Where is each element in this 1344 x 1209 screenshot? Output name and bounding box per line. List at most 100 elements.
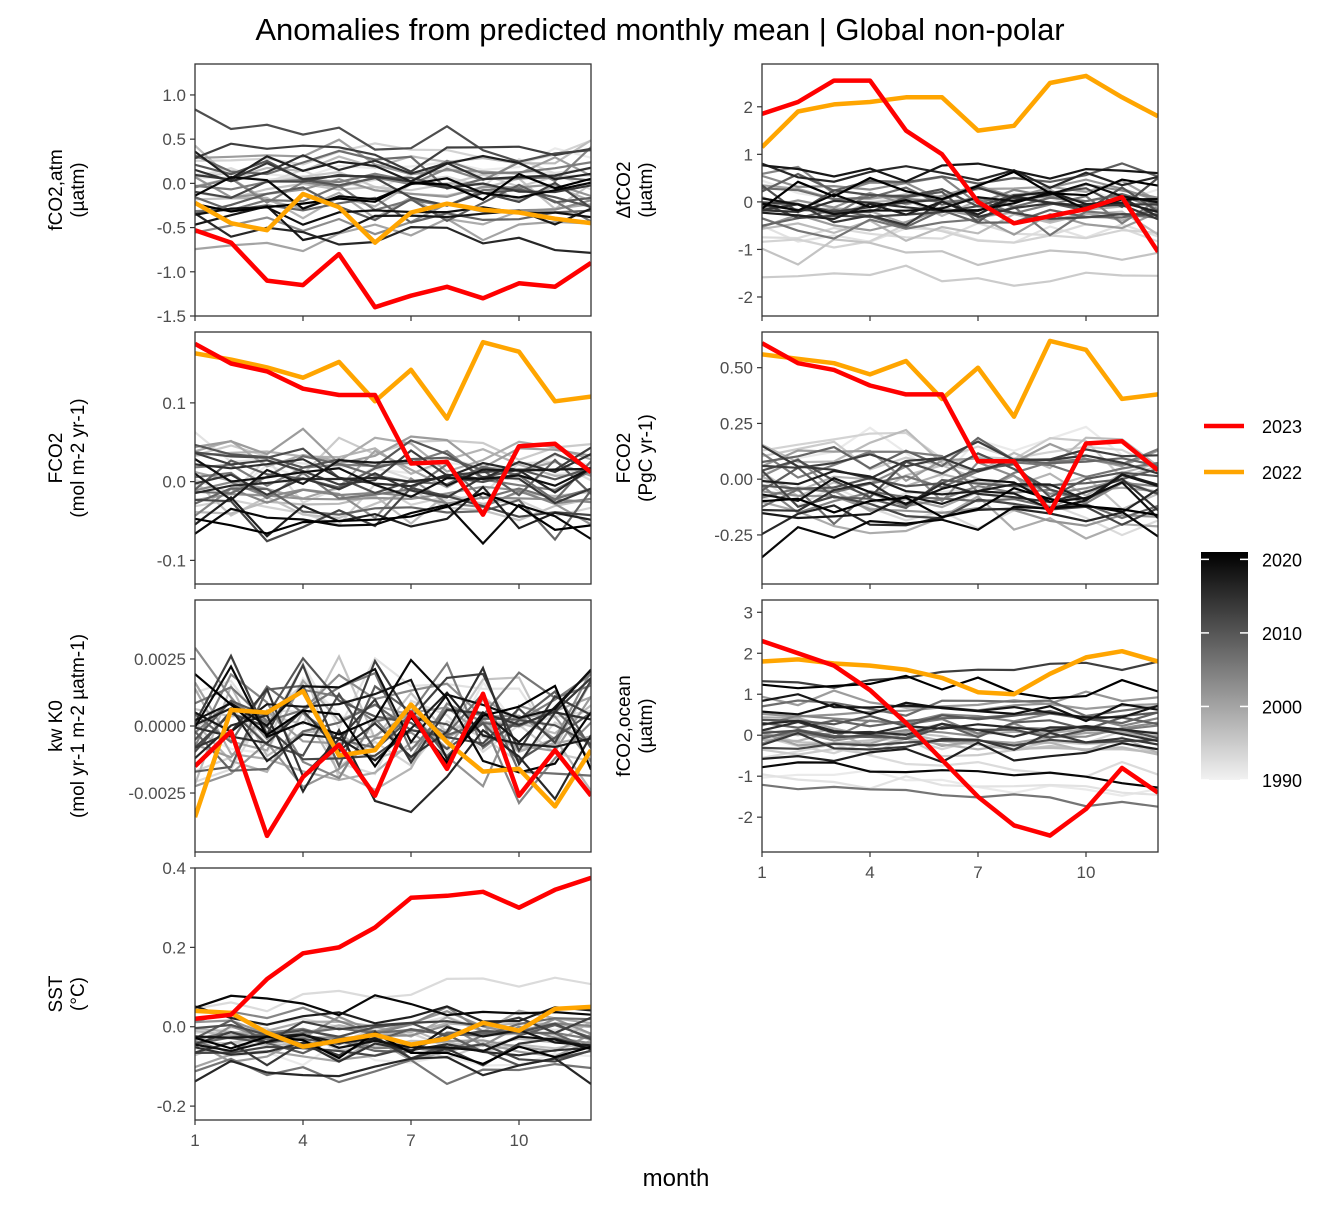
plot-area [195, 108, 591, 310]
y-tick-label: 0.0 [162, 174, 186, 193]
colorbar-label-2000: 2000 [1262, 697, 1302, 717]
series-line-1995 [762, 436, 1158, 479]
plot-area [195, 339, 591, 546]
series-line-2006 [195, 1057, 591, 1086]
series-line-2011 [762, 725, 1158, 741]
y-tick-label: 0.0000 [134, 717, 186, 736]
series-line-2021 [195, 1031, 591, 1066]
y-tick-label: -1.5 [157, 307, 186, 326]
series-line-2017 [195, 691, 591, 763]
series-line-2014 [195, 161, 591, 194]
series-line-2021 [195, 491, 591, 535]
y-tick-label: 0.1 [162, 394, 186, 413]
series-line-2016 [195, 713, 591, 814]
series-line-2022 [762, 73, 1158, 149]
series-line-2005 [762, 448, 1158, 494]
series-line-2019 [762, 476, 1158, 519]
series-line-2019 [762, 701, 1158, 723]
series-line-2023 [195, 228, 591, 310]
colorbar-label-2010: 2010 [1262, 624, 1302, 644]
series-line-2013 [762, 440, 1158, 469]
y-tick-label: 0 [744, 726, 753, 745]
series-line-2015 [762, 477, 1158, 512]
series-line-2018 [195, 669, 591, 762]
y-axis-label-line: (PgC yr-1) [636, 414, 657, 502]
legend: 2023 2022 2020 2010 2000 1990 [1201, 417, 1302, 791]
y-tick-label: 0.0 [162, 473, 186, 492]
x-tick-label: 7 [406, 1131, 415, 1150]
panel-FCO2_area: -0.1 0.0 0.1 FCO2(mol m-2 yr-1) [46, 331, 592, 589]
y-axis-label-line: fCO2,atm [46, 149, 67, 230]
y-axis-label: fCO2,ocean(µatm) [614, 675, 657, 776]
y-axis-label-line: (µatm) [636, 162, 657, 217]
series-line-2022 [762, 338, 1158, 419]
y-tick-label: 2 [744, 98, 753, 117]
series-line-2015 [195, 453, 591, 488]
y-axis-label-line: (µatm) [68, 162, 89, 217]
x-tick-label: 1 [190, 1131, 199, 1150]
series-line-1997 [195, 139, 591, 180]
series-line-2017 [762, 190, 1158, 221]
plot-area [762, 638, 1158, 838]
series-line-2023 [195, 875, 591, 1022]
y-axis-label-line: FCO2 [46, 433, 67, 484]
series-line-1994 [762, 223, 1158, 249]
colorbar [1201, 552, 1248, 780]
series-line-2003 [762, 721, 1158, 745]
y-tick-label: 0.00 [720, 470, 753, 489]
y-tick-label: -1 [738, 240, 753, 259]
y-tick-label: 0.2 [162, 938, 186, 957]
series-line-2001 [762, 208, 1158, 236]
y-axis-label-line: kw K0 [46, 700, 67, 752]
y-tick-label: 0.0025 [134, 650, 186, 669]
colorbar-label-1990: 1990 [1262, 771, 1302, 791]
plot-area [195, 647, 591, 839]
y-tick-label: 0.0 [162, 1018, 186, 1037]
series-line-1998 [762, 730, 1158, 754]
series-line-2013 [195, 1016, 591, 1046]
y-axis-label: kw K0(mol yr-1 m-2 µatm-1) [46, 634, 89, 818]
series-line-2014 [762, 444, 1158, 480]
panel-fCO2_atm: -1.5 -1.0 -0.5 0.0 0.5 1.0 fCO2,atm(µatm) [46, 63, 592, 326]
series-line-2018 [195, 459, 591, 502]
panel-SST: -0.2 0.0 0.2 0.4 1 4 7 10 SST(°C) [46, 859, 592, 1150]
series-line-1995 [762, 736, 1158, 758]
series-line-2014 [195, 472, 591, 505]
chart-title: Anomalies from predicted monthly mean | … [255, 12, 1064, 47]
y-tick-label: -0.0025 [128, 784, 186, 803]
series-line-2012 [195, 173, 591, 209]
series-line-2020 [195, 658, 591, 774]
plot-area [762, 338, 1158, 559]
legend-label-2023: 2023 [1262, 417, 1302, 437]
series-line-2020 [762, 761, 1158, 789]
series-line-2022 [195, 688, 591, 818]
series-line-1999 [195, 436, 591, 473]
series-line-2023 [762, 78, 1158, 254]
y-tick-label: 0 [744, 193, 753, 212]
series-line-2015 [195, 1041, 591, 1063]
y-tick-label: 3 [744, 603, 753, 622]
series-line-2010 [762, 463, 1158, 499]
series-line-1996 [762, 238, 1158, 267]
y-axis-label-line: SST [46, 975, 67, 1012]
y-tick-label: 1 [744, 685, 753, 704]
series-line-2016 [762, 719, 1158, 735]
series-line-2019 [195, 667, 591, 745]
series-line-2023 [195, 691, 591, 839]
series-line-2020 [195, 994, 591, 1017]
y-axis-label-line: (mol yr-1 m-2 µatm-1) [68, 634, 89, 818]
y-axis-label-line: fCO2,ocean [614, 675, 635, 776]
series-line-1999 [762, 495, 1158, 540]
panel-border [194, 867, 592, 1121]
y-axis-label: FCO2(PgC yr-1) [614, 414, 657, 502]
series-line-2014 [195, 677, 591, 779]
series-line-2009 [195, 183, 591, 223]
x-tick-label: 7 [973, 863, 982, 882]
series-line-2017 [762, 741, 1158, 764]
colorbar-label-2020: 2020 [1262, 550, 1302, 570]
series-line-2018 [195, 1026, 591, 1054]
y-tick-label: -2 [738, 808, 753, 827]
series-line-2016 [195, 1055, 591, 1085]
series-line-2017 [195, 485, 591, 538]
y-axis-label-line: ΔfCO2 [614, 161, 635, 218]
